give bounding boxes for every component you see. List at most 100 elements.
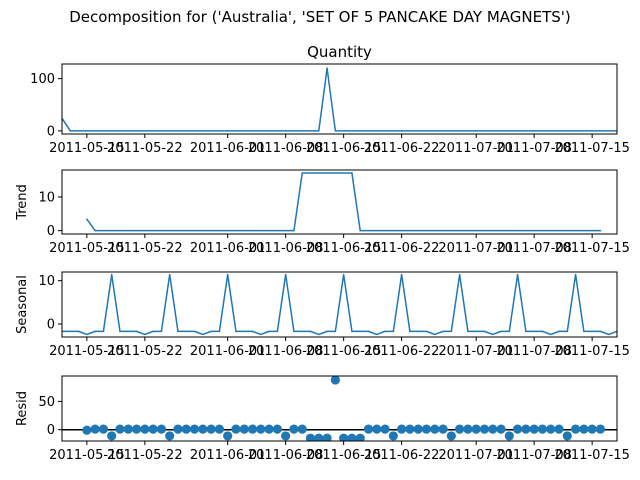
resid-point (322, 433, 332, 441)
series-line-segment (400, 273, 411, 333)
resid-point (570, 424, 581, 434)
resid-point (140, 424, 150, 434)
resid-point (256, 424, 266, 434)
series-line-segment (491, 330, 502, 336)
series-line-segment (293, 172, 303, 232)
resid-point (123, 424, 133, 434)
series-line-segment (450, 273, 461, 333)
resid-point (421, 424, 432, 434)
series-line-segment (202, 330, 212, 336)
resid-point (297, 424, 307, 434)
y-tick-label: 100 (30, 72, 55, 87)
panel-2-plot-area (86, 172, 602, 232)
resid-point (115, 424, 125, 434)
resid-point (247, 424, 258, 434)
resid-point (413, 424, 423, 434)
series-line-segment (318, 67, 328, 132)
x-tick-label: 2011-06-15 (306, 241, 382, 256)
series-line-segment (86, 330, 96, 336)
series-line-segment (326, 67, 337, 132)
series-line-segment (168, 273, 179, 333)
y-tick-label: 50 (38, 395, 55, 410)
x-tick-label: 2011-06-01 (190, 344, 266, 359)
x-tick-label: 2011-07-08 (496, 241, 572, 256)
series-line-segment (102, 273, 113, 333)
resid-point (90, 424, 100, 434)
resid-point (239, 424, 249, 434)
x-tick-label: 2011-06-15 (306, 141, 382, 156)
resid-point (131, 424, 142, 434)
series-line-segment (160, 273, 171, 333)
resid-point (529, 424, 539, 434)
resid-point (554, 424, 564, 434)
series-line-segment (351, 172, 361, 232)
y-tick-label: 10 (38, 190, 55, 205)
resid-point (314, 433, 324, 441)
resid-point (579, 424, 589, 434)
resid-point (471, 424, 481, 434)
series-line-segment (226, 273, 237, 333)
resid-point (198, 424, 208, 434)
resid-point (82, 425, 92, 435)
resid-point (455, 424, 465, 434)
resid-point (446, 431, 456, 441)
panel-frame (61, 375, 618, 442)
x-tick-label: 2011-07-01 (438, 448, 514, 463)
series-line-segment (86, 218, 96, 232)
series-line-segment (342, 273, 353, 333)
x-tick-label: 2011-05-22 (107, 141, 183, 156)
figure-suptitle: Decomposition for ('Australia', 'SET OF … (69, 8, 571, 26)
resid-point (372, 424, 382, 434)
series-line-segment (425, 330, 436, 336)
series-line-segment (392, 273, 403, 333)
resid-point (512, 424, 523, 434)
x-tick-label: 2011-05-15 (49, 448, 125, 463)
resid-point (397, 424, 407, 434)
x-tick-label: 2011-06-15 (306, 448, 382, 463)
resid-point (98, 424, 109, 434)
series-line-segment (376, 330, 386, 336)
series-line-segment (260, 330, 270, 336)
x-tick-label: 2011-05-15 (49, 141, 125, 156)
resid-point (562, 431, 572, 441)
x-tick-label: 2011-06-01 (190, 448, 266, 463)
resid-point (173, 424, 183, 434)
resid-point (289, 424, 299, 434)
x-tick-label: 2011-07-15 (554, 448, 630, 463)
resid-point (339, 433, 349, 441)
x-tick-label: 2011-07-15 (554, 344, 630, 359)
resid-point (537, 424, 548, 434)
series-line-segment (318, 330, 328, 336)
resid-point (206, 424, 216, 434)
series-line-segment (334, 273, 345, 333)
resid-point (231, 424, 241, 434)
x-tick-label: 2011-07-15 (554, 141, 630, 156)
series-line-segment (508, 273, 519, 333)
series-line-segment (458, 273, 469, 333)
resid-point (181, 424, 191, 434)
series-line-segment (218, 273, 229, 333)
x-tick-label: 2011-06-01 (190, 241, 266, 256)
series-line-segment (276, 273, 287, 333)
resid-point (355, 433, 365, 441)
series-line-segment (541, 330, 552, 336)
resid-point (165, 431, 175, 441)
resid-point (488, 424, 498, 434)
x-tick-label: 2011-05-15 (49, 241, 125, 256)
resid-point (405, 424, 415, 434)
resid-point (223, 431, 233, 441)
y-tick-label: 10 (38, 274, 55, 289)
series-line-segment (516, 273, 527, 333)
x-tick-label: 2011-07-01 (438, 344, 514, 359)
resid-point (430, 424, 440, 434)
resid-point (363, 424, 374, 434)
x-tick-label: 2011-05-22 (107, 241, 183, 256)
series-line-segment (434, 330, 444, 336)
resid-point (281, 431, 291, 441)
resid-point (496, 424, 506, 434)
x-tick-label: 2011-07-15 (554, 241, 630, 256)
resid-point (330, 376, 340, 385)
resid-point (388, 431, 398, 441)
y-tick-label: 0 (47, 224, 55, 239)
